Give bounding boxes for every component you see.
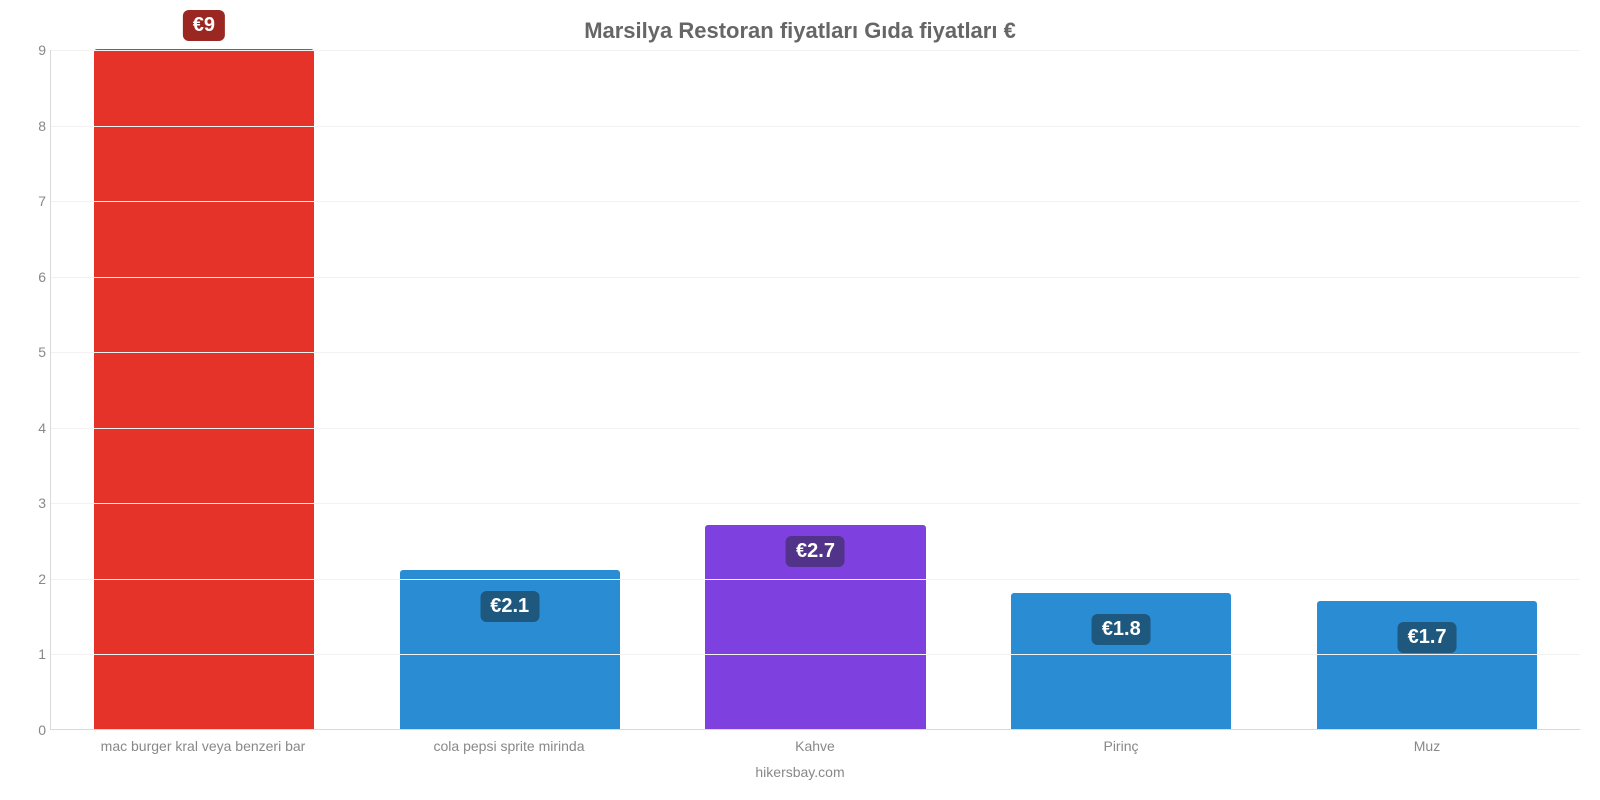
bar-slot: €1.8 <box>968 50 1274 729</box>
y-tick-label: 4 <box>21 420 46 436</box>
y-tick-label: 1 <box>21 646 46 662</box>
gridline <box>51 277 1580 278</box>
gridline <box>51 579 1580 580</box>
bar-slot: €9 <box>51 50 357 729</box>
y-tick-label: 9 <box>21 42 46 58</box>
value-badge: €1.7 <box>1398 622 1457 653</box>
value-badge: €1.8 <box>1092 614 1151 645</box>
bar-slot: €2.7 <box>663 50 969 729</box>
x-tick-label: Muz <box>1274 738 1580 754</box>
y-tick-label: 0 <box>21 722 46 738</box>
y-tick-label: 5 <box>21 344 46 360</box>
gridline <box>51 201 1580 202</box>
y-tick-label: 8 <box>21 118 46 134</box>
bars-layer: €9 €2.1 €2.7 €1.8 €1.7 <box>51 50 1580 729</box>
chart-attribution: hikersbay.com <box>0 764 1600 780</box>
x-tick-label: cola pepsi sprite mirinda <box>356 738 662 754</box>
bar <box>94 49 314 729</box>
gridline <box>51 428 1580 429</box>
y-tick-label: 3 <box>21 495 46 511</box>
value-badge: €9 <box>183 10 225 41</box>
gridline <box>51 126 1580 127</box>
y-tick-label: 2 <box>21 571 46 587</box>
chart-title: Marsilya Restoran fiyatları Gıda fiyatla… <box>0 0 1600 44</box>
gridline <box>51 50 1580 51</box>
y-tick-label: 7 <box>21 193 46 209</box>
bar-slot: €2.1 <box>357 50 663 729</box>
chart-container: Marsilya Restoran fiyatları Gıda fiyatla… <box>0 0 1600 800</box>
x-tick-label: Kahve <box>662 738 968 754</box>
gridline <box>51 352 1580 353</box>
value-badge: €2.7 <box>786 536 845 567</box>
value-badge: €2.1 <box>480 591 539 622</box>
gridline <box>51 503 1580 504</box>
bar <box>1317 601 1537 729</box>
x-tick-label: Pirinç <box>968 738 1274 754</box>
plot-area: €9€2.1€2.7€1.8€1.7 0123456789 <box>50 50 1580 730</box>
x-tick-label: mac burger kral veya benzeri bar <box>50 738 356 754</box>
gridline <box>51 654 1580 655</box>
y-tick-label: 6 <box>21 269 46 285</box>
x-axis-labels: mac burger kral veya benzeri barcola pep… <box>50 738 1580 754</box>
bar-slot: €1.7 <box>1274 50 1580 729</box>
